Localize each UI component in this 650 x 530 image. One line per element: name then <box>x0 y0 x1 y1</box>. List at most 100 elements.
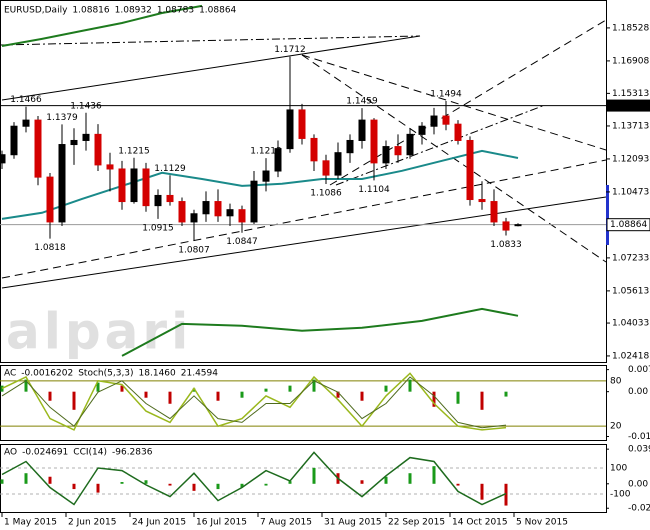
candle-body <box>382 146 390 164</box>
candle-body <box>166 194 174 203</box>
indicator-line <box>1 149 519 220</box>
y-tick-label: 1.15313 <box>612 89 649 99</box>
candle-body <box>298 109 306 139</box>
candle-body <box>34 119 42 178</box>
high-label: 1.1712 <box>274 45 306 55</box>
legend-text: Stoch(5,3,3) <box>78 369 133 379</box>
histogram-bar <box>144 391 148 398</box>
candle-body <box>118 168 126 203</box>
histogram-bar <box>120 385 124 392</box>
histogram-bar <box>504 391 508 397</box>
candle-body <box>274 148 282 172</box>
high-label: 1.1436 <box>70 101 102 111</box>
legend-text: EURUSD,Daily <box>4 6 68 16</box>
legend-text: -0.0016202 <box>21 369 73 379</box>
low-label: 1.0833 <box>490 240 522 250</box>
volume-marker <box>606 185 609 245</box>
histogram-bar <box>24 379 28 392</box>
high-label: 1.1215 <box>118 146 150 156</box>
histogram-bar <box>408 379 412 392</box>
trendline <box>335 104 546 186</box>
histogram-bar <box>216 483 220 490</box>
histogram-bar <box>120 482 124 484</box>
candle-body <box>358 119 366 141</box>
indicator-line <box>1 451 507 506</box>
trendline <box>1 196 607 289</box>
watermark: alpari <box>6 303 192 361</box>
candle-body <box>190 213 198 223</box>
legend-text: 1.08816 <box>72 6 109 16</box>
legend-text: CCI(14) <box>73 448 107 458</box>
low-label: 1.0915 <box>142 223 174 233</box>
histogram-bar <box>360 391 364 401</box>
candle-body <box>130 168 138 203</box>
histogram-bar <box>264 388 268 392</box>
candle-body <box>262 170 270 182</box>
y-tick-label: 1.12093 <box>612 154 649 164</box>
low-label: 1.0818 <box>34 243 66 253</box>
histogram-bar <box>480 483 484 500</box>
y-tick-label: 1.18528 <box>612 23 649 33</box>
candle-body <box>214 201 222 217</box>
y-tick-label: -0.02773 <box>628 504 650 514</box>
legend-text: -0.024691 <box>22 448 68 458</box>
y-tick-label: 1.13713 <box>612 121 649 131</box>
candle-body <box>178 201 186 223</box>
low-label: 1.0847 <box>226 237 258 247</box>
y-tick-label: 1.05613 <box>612 286 649 296</box>
level-label: 1.14714 <box>610 101 647 111</box>
y2-tick-label: 100 <box>610 464 627 474</box>
x-tick-label: 1 May 2015 <box>4 518 57 528</box>
histogram-bar <box>168 483 172 486</box>
legend-text: -96.2836 <box>112 448 153 458</box>
histogram-bar <box>144 480 148 484</box>
histogram-bar <box>288 481 292 484</box>
candle-body <box>142 168 150 207</box>
candle-body <box>502 221 510 231</box>
candle-body <box>286 109 294 150</box>
panel-frame <box>0 365 607 441</box>
y2-tick-label: -100 <box>610 490 631 500</box>
candle-body <box>238 209 246 223</box>
legend-text: 1.08932 <box>115 6 152 16</box>
histogram-bar <box>312 379 316 392</box>
candle-body <box>406 133 414 156</box>
histogram-bar <box>96 483 100 493</box>
high-label: 1.1379 <box>46 113 78 123</box>
x-tick-label: 7 Aug 2015 <box>260 518 312 528</box>
histogram-bar <box>480 391 484 410</box>
y-tick-label: 0.03929 <box>628 445 650 455</box>
x-tick-label: 22 Sep 2015 <box>388 518 445 528</box>
x-tick-label: 5 Nov 2015 <box>516 518 568 528</box>
histogram-bar <box>456 483 460 486</box>
price-box <box>606 218 650 232</box>
high-label: 1.1213 <box>250 147 282 157</box>
y-tick-label: 1.07233 <box>612 253 649 263</box>
candle-body <box>10 125 18 156</box>
legend-text: 18.1460 <box>139 369 176 379</box>
candle-body <box>370 119 378 164</box>
histogram-bar <box>48 476 52 484</box>
candle-body <box>418 125 426 135</box>
legend-text: 1.08864 <box>199 6 236 16</box>
y2-tick-label: 20 <box>610 422 622 432</box>
histogram-bar <box>408 473 412 484</box>
trendline <box>301 54 607 151</box>
histogram-bar <box>0 479 4 484</box>
x-tick-label: 31 Aug 2015 <box>324 518 382 528</box>
candle-body <box>58 144 66 223</box>
candle-body <box>106 164 114 170</box>
histogram-bar <box>432 391 436 407</box>
low-label: 1.1104 <box>358 185 390 195</box>
trendline <box>0 35 421 46</box>
high-label: 1.1494 <box>430 89 462 99</box>
candle-body <box>478 199 486 203</box>
histogram-bar <box>168 391 172 404</box>
histogram-bar <box>312 467 316 484</box>
candle-body <box>514 224 522 227</box>
panel-frame <box>0 444 607 513</box>
histogram-bar <box>72 391 76 410</box>
low-label: 1.1086 <box>310 189 342 199</box>
candle-body <box>70 139 78 146</box>
